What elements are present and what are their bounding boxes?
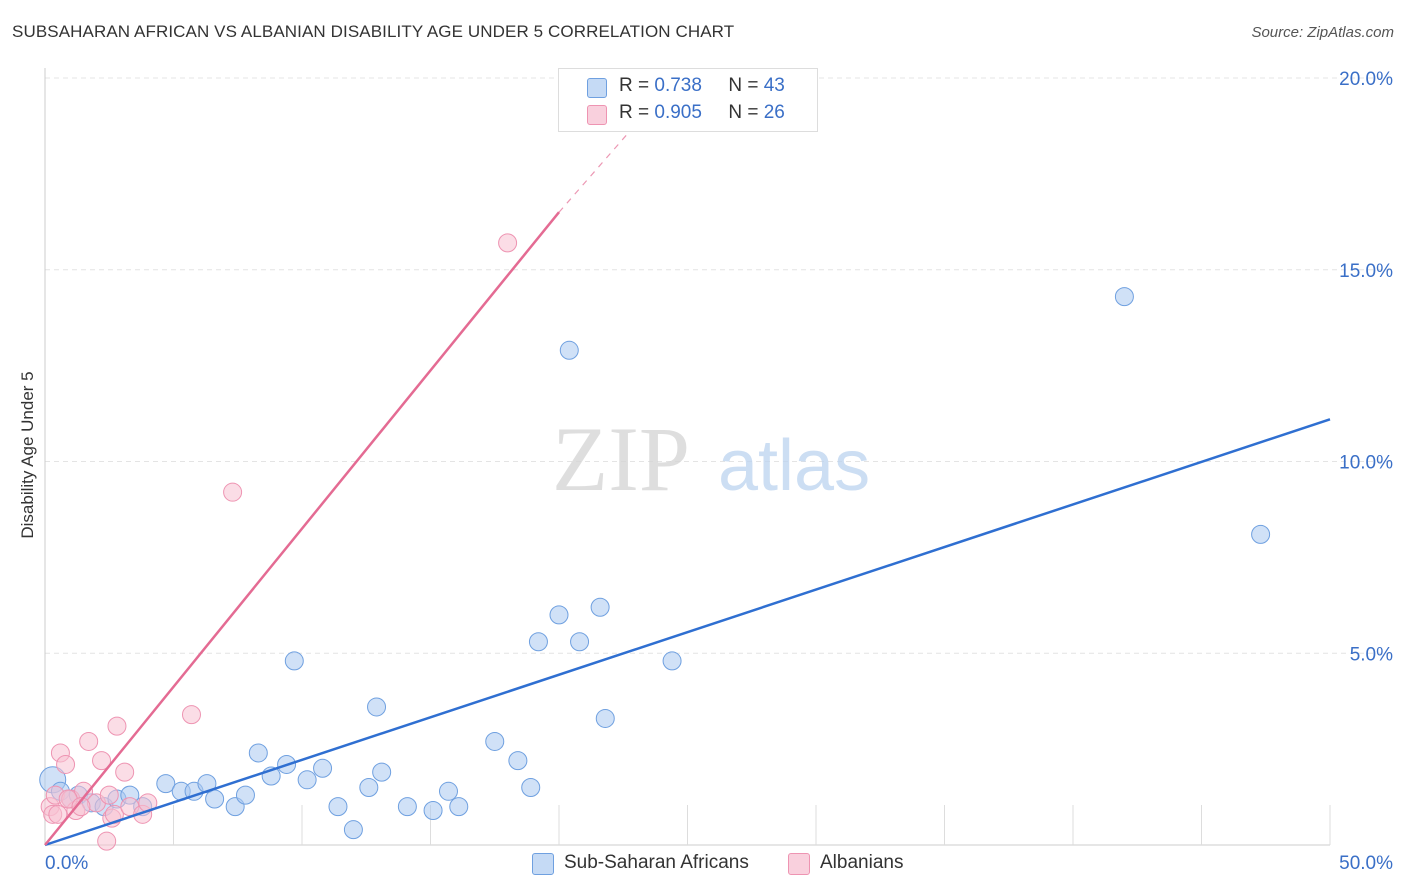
subsaharan-point [367,697,387,717]
y-tick-label: 15.0% [1339,261,1393,282]
legend-n-value-subsaharan: 43 [763,75,785,96]
albanian-point [92,751,112,771]
subsaharan-point [372,762,392,782]
correlation-legend: R = 0.738 N = 43 R = 0.905 N = 26 [558,68,818,132]
subsaharan-point [297,770,317,790]
subsaharan-point [438,781,458,801]
watermark-atlas: atlas [718,426,870,506]
subsaharan-point [559,340,579,360]
subsaharan-point [485,731,505,751]
subsaharan-trend-line [44,418,1331,847]
legend-n-value-albanian: 26 [763,102,785,123]
grid-lines [45,77,1390,654]
legend-n-label: N = [728,102,759,123]
subsaharan-point [284,651,304,671]
legend-swatch-albanian [587,105,607,125]
subsaharan-point [508,751,528,771]
tick-labels: 5.0% 10.0% 15.0% 20.0% 0.0% 50.0% [45,69,1393,874]
trend-lines [44,123,1331,847]
subsaharan-point [590,597,610,617]
y-tick-label: 10.0% [1339,453,1393,474]
subsaharan-point [205,789,225,809]
subsaharan-point [397,797,417,817]
albanian-point [56,754,76,774]
albanian-point [107,716,127,736]
subsaharan-point [570,632,590,652]
subsaharan-point [528,632,548,652]
y-tick-label: 20.0% [1339,69,1393,90]
albanian-point [99,785,119,805]
albanian-trend-line [44,211,560,846]
x-tick-label: 0.0% [45,853,88,874]
subsaharan-point [328,797,348,817]
subsaharan-point [235,785,255,805]
legend-r-value-albanian: 0.905 [654,102,702,123]
data-points [39,233,1271,851]
albanian-point [115,762,135,782]
albanian-point [79,731,99,751]
albanian-point [181,705,201,725]
watermark-zip: ZIP [552,408,690,510]
subsaharan-point [1114,287,1134,307]
chart-title: SUBSAHARAN AFRICAN VS ALBANIAN DISABILIT… [12,22,735,41]
albanian-point [71,797,91,817]
legend-swatch-subsaharan [587,78,607,98]
albanian-trend-line-extension [558,123,637,213]
legend-r-label: R = [619,75,650,96]
legend-r-label: R = [619,102,650,123]
subsaharan-point [359,777,379,797]
subsaharan-point [449,797,469,817]
source-label: Source: ZipAtlas.com [1251,24,1394,41]
subsaharan-point [521,777,541,797]
albanian-point [48,804,68,824]
bottom-legend-swatch-subsaharan [532,853,554,875]
y-tick-label: 5.0% [1350,644,1393,665]
x-tick-label: 50.0% [1339,853,1393,874]
subsaharan-point [595,708,615,728]
subsaharan-point [662,651,682,671]
subsaharan-point [423,800,443,820]
bottom-legend-label-albanian: Albanians [820,852,904,873]
albanian-point [498,233,518,253]
legend-r-value-subsaharan: 0.738 [654,75,702,96]
subsaharan-point [313,758,333,778]
albanian-point [223,482,243,502]
albanian-point [97,831,117,851]
subsaharan-point [156,774,176,794]
subsaharan-point [248,743,268,763]
axes [44,68,1331,846]
subsaharan-point [549,605,569,625]
subsaharan-point [343,820,363,840]
bottom-legend-label-subsaharan: Sub-Saharan Africans [564,852,749,873]
subsaharan-point [1251,524,1271,544]
bottom-legend-swatch-albanian [788,853,810,875]
legend-n-label: N = [728,75,759,96]
